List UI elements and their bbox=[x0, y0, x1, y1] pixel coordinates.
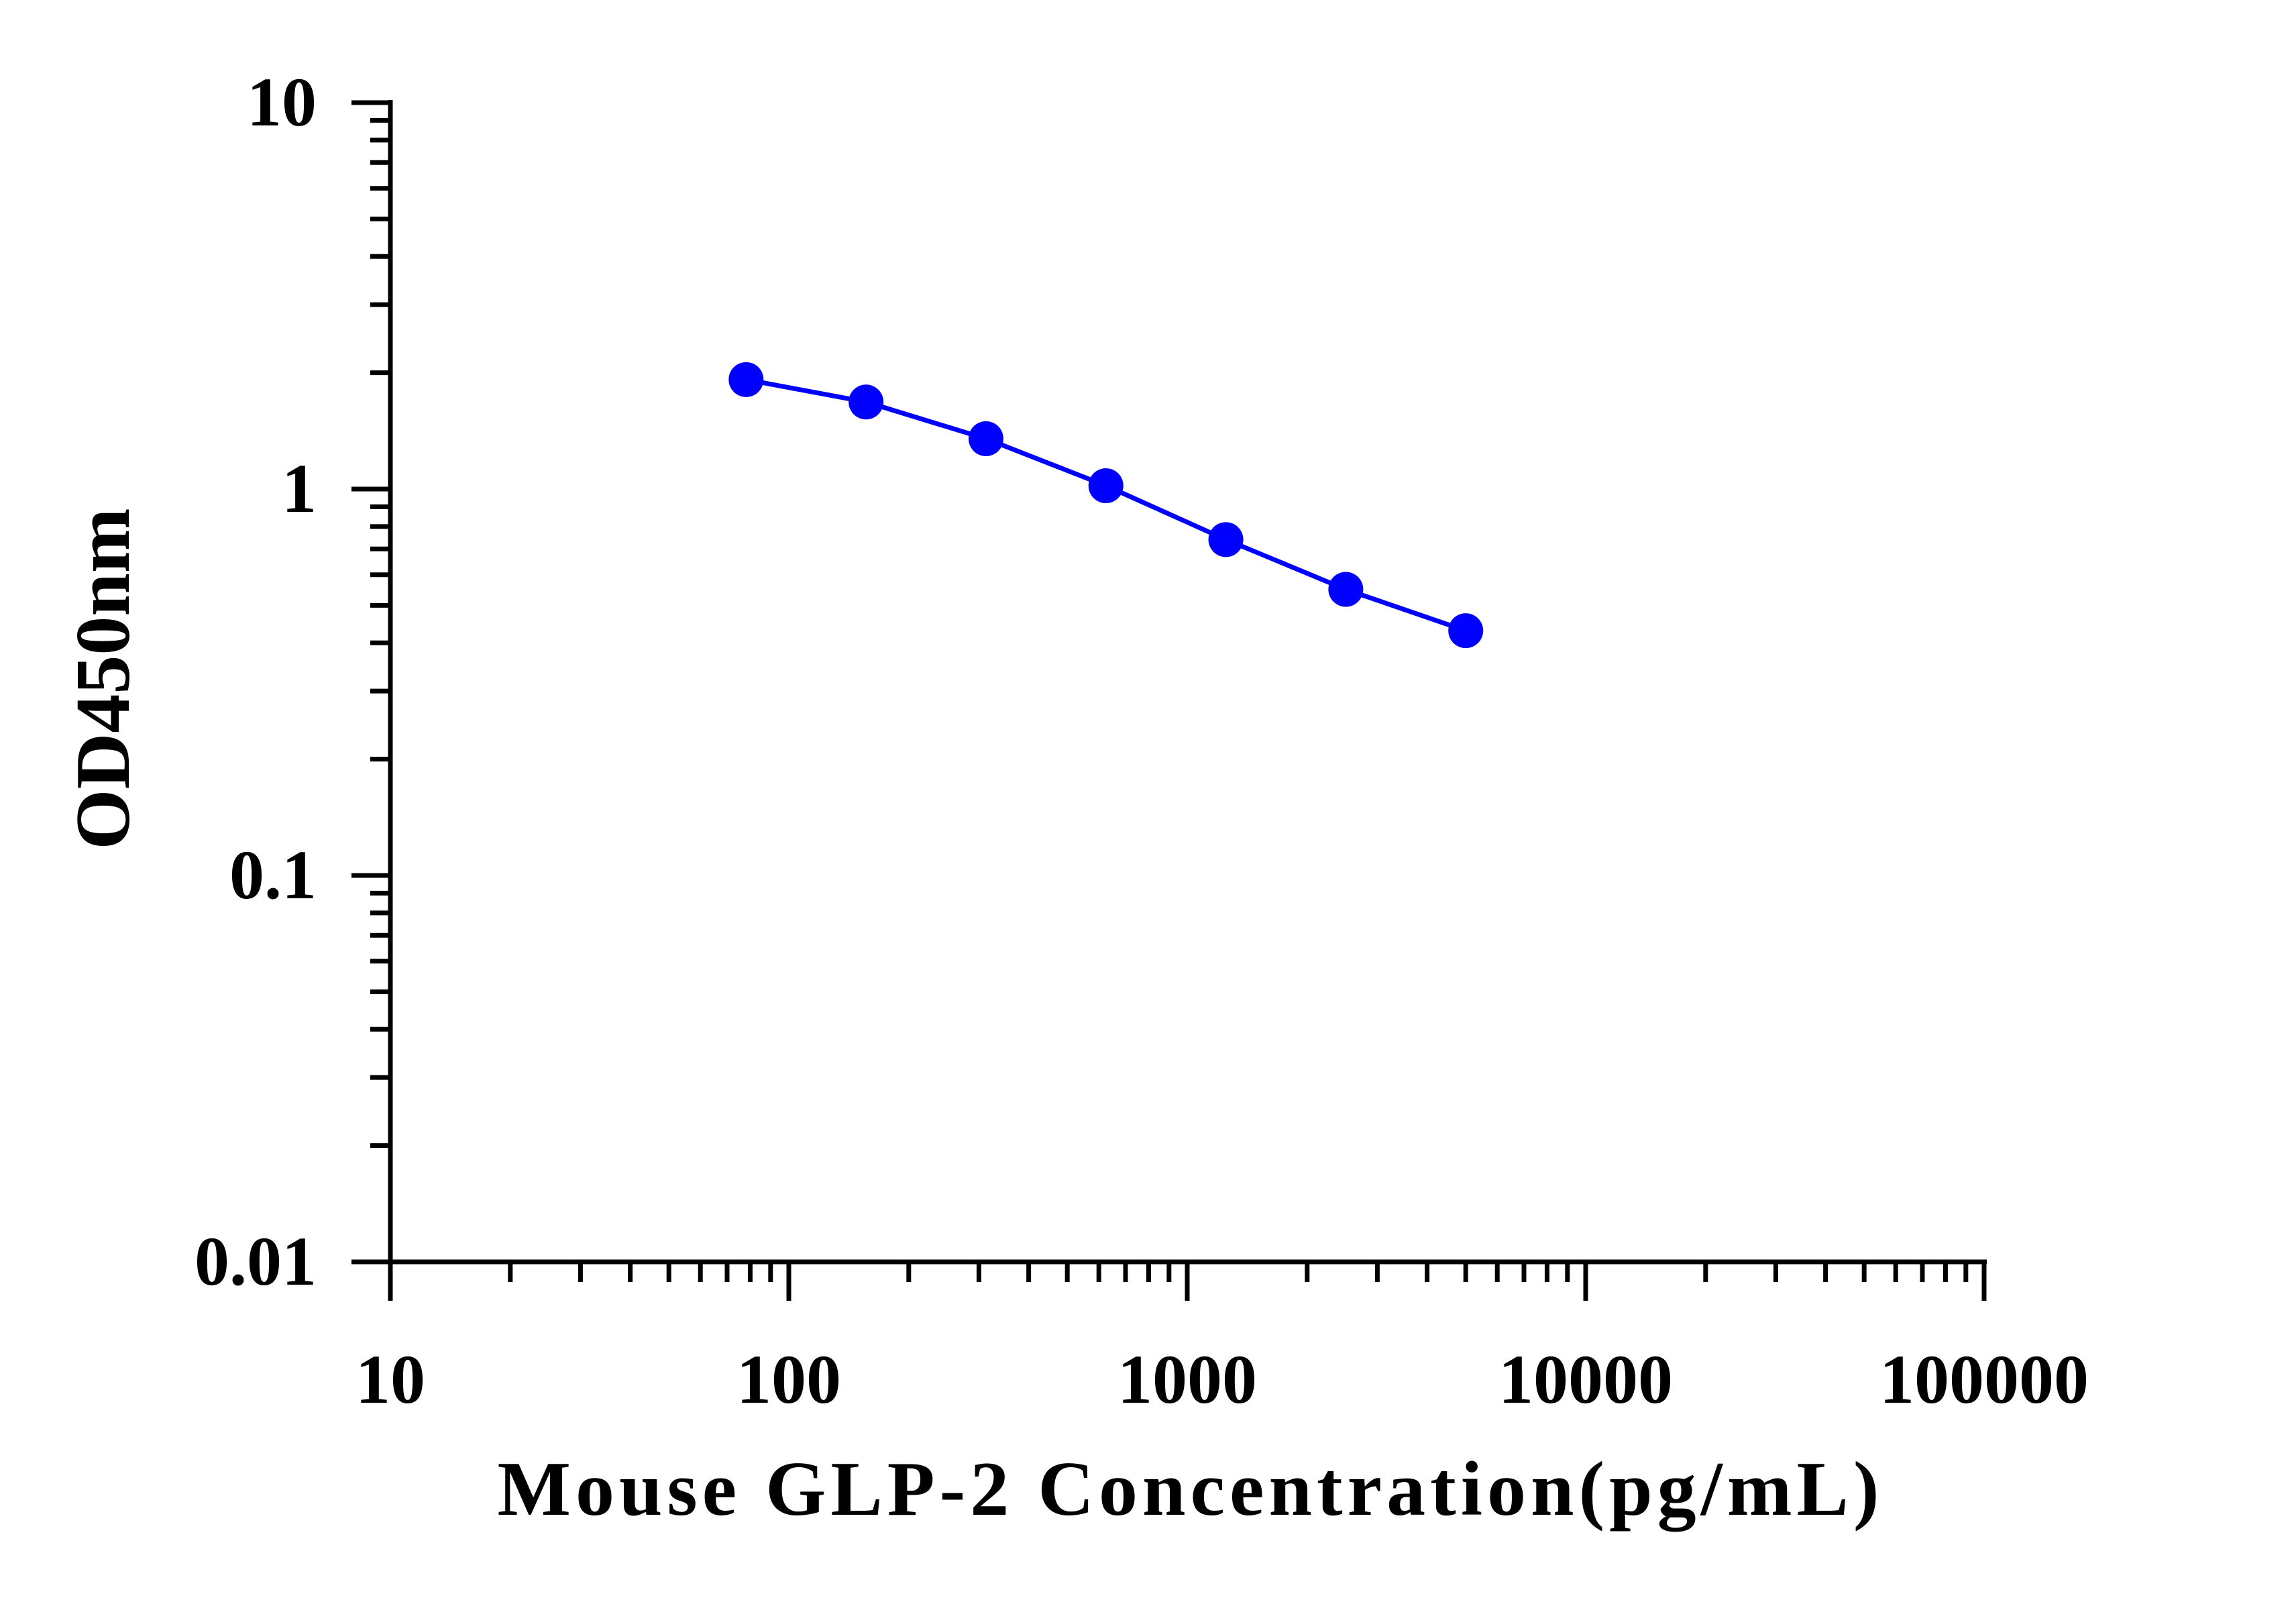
x-tick-label: 100 bbox=[736, 1341, 841, 1418]
x-tick-label: 10000 bbox=[1498, 1341, 1673, 1418]
axes: 0.01 0.1 1 10 10 100 1000 10000 100000 bbox=[195, 64, 2089, 1418]
data-point bbox=[728, 362, 764, 397]
data-point bbox=[968, 421, 1003, 456]
data-point bbox=[1328, 572, 1364, 607]
x-ticks: 10 100 1000 10000 100000 bbox=[356, 1262, 2089, 1418]
data-point bbox=[1088, 468, 1124, 504]
y-ticks: 0.01 0.1 1 10 bbox=[195, 64, 390, 1300]
plot-series bbox=[728, 362, 1484, 649]
data-point bbox=[1208, 522, 1244, 557]
data-point bbox=[1448, 613, 1484, 649]
y-tick-label: 10 bbox=[247, 64, 317, 141]
x-tick-label: 1000 bbox=[1117, 1341, 1257, 1418]
y-axis-title: OD450nm bbox=[60, 508, 146, 849]
x-tick-label: 10 bbox=[356, 1341, 425, 1418]
x-axis-title: Mouse GLP-2 Concentration(pg/mL) bbox=[498, 1446, 1884, 1532]
data-point bbox=[849, 384, 884, 420]
y-tick-label: 1 bbox=[282, 450, 317, 527]
y-tick-label: 0.1 bbox=[229, 837, 317, 914]
y-tick-label: 0.01 bbox=[195, 1223, 317, 1300]
x-tick-label: 100000 bbox=[1879, 1341, 2089, 1418]
